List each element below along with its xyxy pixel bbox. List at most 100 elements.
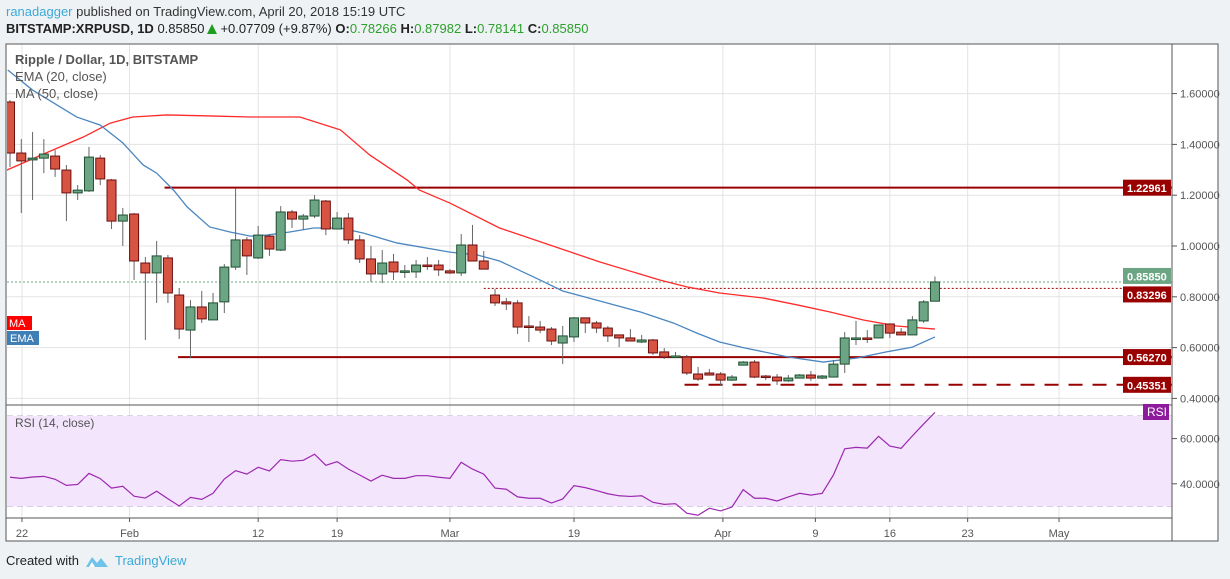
candle[interactable] [162,254,173,303]
candle[interactable] [399,265,410,279]
candle[interactable] [320,200,331,236]
candle[interactable] [253,225,264,259]
candle[interactable] [569,317,579,343]
candle[interactable] [670,351,681,359]
candle[interactable] [264,234,275,256]
candle-body-up [219,266,230,303]
candle-body-down [546,328,557,342]
candle[interactable] [704,368,715,376]
candle[interactable] [557,326,568,365]
candle[interactable] [241,237,252,275]
candle[interactable] [16,139,27,213]
candle[interactable] [873,324,884,339]
legend-ema[interactable]: EMA (20, close) [15,69,107,84]
ema-20-line[interactable] [7,69,936,363]
candle[interactable] [512,300,523,334]
candle[interactable] [636,334,647,344]
ma-50-line[interactable] [0,114,936,330]
candle[interactable] [185,300,196,359]
candle[interactable] [298,213,309,230]
candle[interactable] [422,256,433,270]
author-link[interactable]: ranadagger [6,4,73,19]
candle[interactable] [287,209,297,228]
legend-ma[interactable]: MA (50, close) [15,86,98,101]
candle[interactable] [117,207,128,246]
rsi-pane[interactable] [9,411,936,516]
candle[interactable] [828,360,839,378]
candle[interactable] [309,194,320,219]
candle[interactable] [614,334,625,348]
candle-body-up [253,234,264,259]
candle[interactable] [726,375,737,381]
candle[interactable] [174,287,185,339]
candle[interactable] [332,211,343,230]
candle[interactable] [738,361,749,366]
candle[interactable] [693,366,704,381]
candle[interactable] [467,224,478,262]
candle[interactable] [377,250,388,284]
candle[interactable] [681,354,692,376]
candle[interactable] [929,276,940,302]
candle[interactable] [546,327,557,346]
tradingview-logo-icon[interactable] [85,554,109,568]
rsi-legend[interactable]: RSI (14, close) [15,416,94,430]
candle[interactable] [478,251,489,270]
candle[interactable] [354,235,365,264]
candle[interactable] [839,332,850,373]
candle[interactable] [659,348,670,360]
candle[interactable] [72,185,83,201]
candle[interactable] [433,259,444,276]
candle[interactable] [749,360,760,379]
candle[interactable] [6,99,15,168]
candle[interactable] [151,240,162,303]
candle[interactable] [794,374,805,379]
candle-body-down [422,264,433,268]
candle[interactable] [862,330,873,344]
candle[interactable] [591,320,602,334]
tradingview-link[interactable]: TradingView [114,553,187,568]
candle[interactable] [896,328,907,336]
candle[interactable] [490,288,501,306]
candle[interactable] [411,259,422,279]
candle[interactable] [129,212,140,281]
candle[interactable] [817,375,828,380]
candle[interactable] [219,264,230,314]
candle[interactable] [715,371,726,386]
candle[interactable] [50,149,61,177]
candle[interactable] [230,188,241,270]
candle[interactable] [625,329,636,342]
candle[interactable] [388,253,399,281]
candle[interactable] [772,374,783,385]
candle[interactable] [907,316,918,336]
candle[interactable] [456,234,467,276]
candle[interactable] [851,320,861,346]
candle[interactable] [647,338,658,355]
candle[interactable] [760,375,771,381]
candle[interactable] [343,212,354,244]
last-price: 0.85850 [157,21,205,36]
candle[interactable] [61,164,72,222]
candle[interactable] [783,375,794,382]
candle[interactable] [805,370,816,381]
candle[interactable] [918,300,929,323]
candle[interactable] [501,298,512,311]
candle[interactable] [38,139,49,174]
candle[interactable] [140,256,151,340]
candle[interactable] [580,317,591,334]
candle[interactable] [884,323,895,338]
candle[interactable] [365,246,376,283]
candle[interactable] [27,131,38,201]
candle[interactable] [444,269,455,274]
candle[interactable] [275,206,286,252]
price-pane[interactable] [0,69,1172,386]
candle[interactable] [535,320,546,334]
candle[interactable] [602,326,613,343]
candle[interactable] [523,316,534,343]
candle[interactable] [196,290,207,323]
candle[interactable] [95,155,106,186]
candle[interactable] [106,178,117,229]
candle[interactable] [83,146,94,192]
candle[interactable] [208,292,219,321]
rsi-line[interactable] [9,411,936,516]
